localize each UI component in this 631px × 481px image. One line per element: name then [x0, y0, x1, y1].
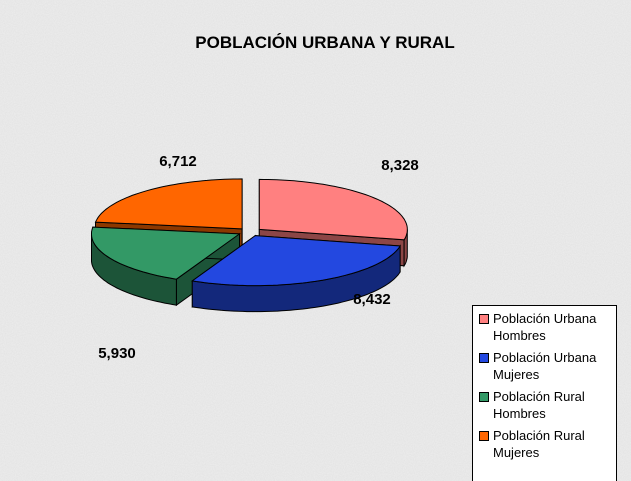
legend-label: Población Urbana Mujeres [493, 350, 597, 382]
legend-swatch [479, 392, 489, 402]
legend-swatch [479, 431, 489, 441]
legend-swatch [479, 353, 489, 363]
slice-top [91, 226, 241, 280]
legend-entry: Población Urbana Hombres [479, 310, 612, 344]
legend-label: Población Urbana Hombres [493, 311, 597, 343]
chart-title: POBLACIÓN URBANA Y RURAL [195, 33, 454, 52]
data-label: 8,328 [381, 157, 419, 174]
slice [191, 234, 401, 313]
slice-top [191, 235, 401, 287]
data-label: 6,712 [159, 153, 197, 170]
legend: Población Urbana Hombres Población Urbana… [472, 305, 617, 481]
legend-label: Población Rural Hombres [493, 389, 585, 421]
legend-entry: Población Rural Mujeres [479, 427, 612, 461]
legend-entry: Población Urbana Mujeres [479, 349, 612, 383]
legend-entry: Población Rural Hombres [479, 388, 612, 422]
data-label: 5,930 [98, 345, 136, 362]
slice-top [94, 178, 243, 230]
legend-swatch [479, 314, 489, 324]
legend-label: Población Rural Mujeres [493, 428, 585, 460]
slice-top [258, 178, 408, 241]
pie [91, 178, 408, 313]
data-label: 8,432 [353, 291, 391, 308]
